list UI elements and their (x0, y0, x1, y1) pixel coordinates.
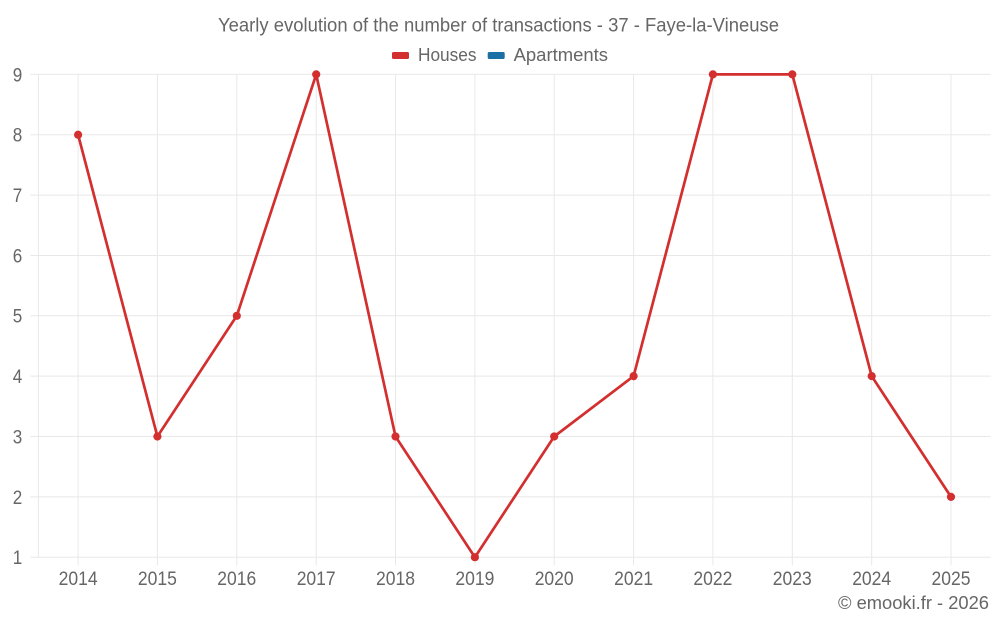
svg-text:8: 8 (13, 126, 23, 147)
svg-text:© emooki.fr - 2026: © emooki.fr - 2026 (838, 593, 989, 613)
svg-text:5: 5 (13, 307, 23, 328)
svg-text:2020: 2020 (535, 569, 574, 590)
svg-text:2: 2 (13, 488, 23, 509)
svg-text:2014: 2014 (59, 569, 98, 590)
svg-text:7: 7 (13, 186, 23, 207)
svg-text:2017: 2017 (297, 569, 336, 590)
svg-text:2023: 2023 (773, 569, 812, 590)
svg-text:2018: 2018 (376, 569, 415, 590)
svg-text:4: 4 (13, 367, 23, 388)
svg-text:2016: 2016 (217, 569, 256, 590)
svg-text:9: 9 (13, 65, 23, 86)
svg-text:1: 1 (13, 548, 23, 569)
svg-text:2019: 2019 (455, 569, 494, 590)
svg-text:2015: 2015 (138, 569, 177, 590)
svg-text:2024: 2024 (852, 569, 891, 590)
svg-text:Houses: Houses (418, 45, 477, 65)
svg-text:3: 3 (13, 427, 23, 448)
svg-text:2025: 2025 (932, 569, 971, 590)
svg-text:2021: 2021 (614, 569, 653, 590)
svg-text:6: 6 (13, 246, 23, 267)
svg-text:2022: 2022 (693, 569, 732, 590)
svg-text:Yearly evolution of the number: Yearly evolution of the number of transa… (218, 16, 779, 37)
svg-text:Apartments: Apartments (514, 45, 608, 65)
